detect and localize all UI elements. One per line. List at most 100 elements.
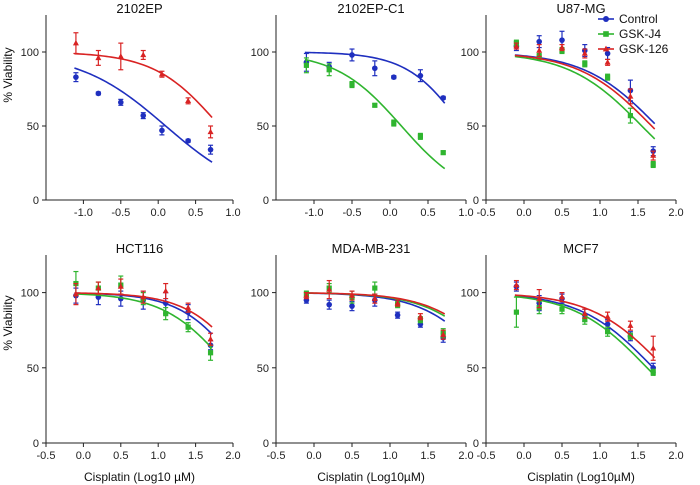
panels: 2102EP 0 50 100 -1.0 -0.5 0.0 0.5 1.0 2102EP-C1 0 5… <box>21 1 684 484</box>
x-axis-label: Cisplatin (Log10µM) <box>317 470 425 484</box>
data-point <box>163 311 169 317</box>
data-point <box>536 38 542 45</box>
data-point <box>391 120 397 126</box>
data-point <box>349 292 355 298</box>
data-point <box>581 50 588 56</box>
data-point <box>391 74 397 80</box>
data-point <box>159 127 165 134</box>
x-tick-label: 0.0 <box>516 450 531 462</box>
legend-label: Control <box>619 12 658 26</box>
data-point <box>118 99 124 106</box>
data-point <box>326 286 333 292</box>
fit-curve <box>74 52 213 119</box>
x-tick-label: 0.0 <box>516 207 531 219</box>
data-point <box>117 53 124 59</box>
y-tick-label: 0 <box>263 195 269 207</box>
x-tick-label: 0.0 <box>382 207 397 219</box>
data-point <box>650 369 656 375</box>
y-tick-label: 0 <box>263 438 269 450</box>
data-point <box>627 113 633 119</box>
chart-panel-4: HCT116 0 50 100 -0.5 0.0 0.5 1.0 1.5 2.0 Cisplatin… <box>21 241 241 484</box>
data-point <box>650 152 657 158</box>
x-tick-label: -0.5 <box>477 207 496 219</box>
x-tick-label: 1.0 <box>382 450 397 462</box>
data-point <box>303 292 310 298</box>
y-tick-label: 100 <box>461 47 479 59</box>
y-tick-label: 50 <box>27 121 39 133</box>
y-tick-label: 0 <box>473 195 479 207</box>
data-point <box>162 287 169 294</box>
data-point <box>604 313 611 319</box>
data-point <box>394 299 401 306</box>
legend-item-gsk-j4: GSK-J4 <box>598 27 661 41</box>
series-gsk-126 <box>303 279 447 340</box>
y-tick-label: 50 <box>467 363 479 375</box>
data-point <box>559 306 565 312</box>
series-gsk-126 <box>72 32 214 139</box>
data-point <box>627 333 633 339</box>
data-point <box>95 90 102 97</box>
data-point <box>604 50 611 57</box>
x-tick-label: 2.0 <box>225 450 240 462</box>
data-point <box>117 283 124 289</box>
x-tick-label: 1.0 <box>592 450 607 462</box>
x-tick-label: 0.5 <box>344 450 359 462</box>
y-tick-label: 50 <box>257 121 269 133</box>
data-point <box>417 72 424 79</box>
fit-curve <box>304 58 446 170</box>
data-point <box>417 133 423 139</box>
data-point <box>440 150 446 156</box>
x-tick-label: 1.5 <box>188 450 203 462</box>
data-point <box>650 161 656 168</box>
data-point <box>185 97 192 104</box>
x-tick-label: -0.5 <box>37 450 56 462</box>
data-point <box>326 67 332 73</box>
data-point <box>536 295 543 301</box>
chart-panel-6: MCF7 0 50 100 -0.5 0.0 0.5 1.0 1.5 2.0 Cisplatin (… <box>461 241 684 484</box>
x-tick-label: 1.0 <box>592 207 607 219</box>
data-point <box>559 37 565 43</box>
y-tick-label: 100 <box>21 47 39 59</box>
series-gsk-j4 <box>73 270 214 361</box>
x-tick-label: 0.0 <box>306 450 321 462</box>
x-tick-label: 0.5 <box>188 207 203 219</box>
panel-title: MCF7 <box>563 241 598 256</box>
x-tick-label: 2.0 <box>458 450 473 462</box>
data-point <box>140 112 147 119</box>
fit-curve <box>514 55 656 140</box>
data-point <box>326 301 333 308</box>
chart-panel-2: 2102EP-C1 0 50 100 -1.0 -0.5 0.0 0.5 1.0 <box>251 1 474 219</box>
data-point <box>349 52 355 58</box>
data-point <box>185 138 191 144</box>
x-tick-label: 1.0 <box>151 450 166 462</box>
data-point <box>207 128 214 135</box>
x-tick-label: 1.0 <box>458 207 473 219</box>
y-tick-label: 50 <box>27 363 39 375</box>
data-point <box>207 336 214 342</box>
data-point <box>73 74 79 80</box>
data-point <box>605 329 611 335</box>
x-tick-label: -0.5 <box>477 450 496 462</box>
x-tick-label: -0.5 <box>343 207 362 219</box>
data-point <box>158 71 165 77</box>
data-point <box>185 324 191 330</box>
series-control <box>303 48 447 104</box>
x-tick-label: -1.0 <box>74 207 93 219</box>
data-point <box>372 285 378 291</box>
x-tick-label: -1.0 <box>305 207 324 219</box>
chart-panel-1: 2102EP 0 50 100 -1.0 -0.5 0.0 0.5 1.0 <box>21 1 241 219</box>
data-point <box>349 303 355 309</box>
data-point <box>627 322 634 328</box>
data-point <box>440 331 447 337</box>
data-point <box>536 47 543 53</box>
x-tick-label: 0.5 <box>554 207 569 219</box>
series-gsk-j4 <box>303 57 446 170</box>
panel-title: HCT116 <box>116 241 163 256</box>
series-control <box>73 67 214 163</box>
legend-marker <box>603 31 609 37</box>
x-tick-label: 2.0 <box>668 207 683 219</box>
data-point <box>185 304 192 310</box>
x-tick-label: 0.0 <box>151 207 166 219</box>
data-point <box>513 281 520 288</box>
